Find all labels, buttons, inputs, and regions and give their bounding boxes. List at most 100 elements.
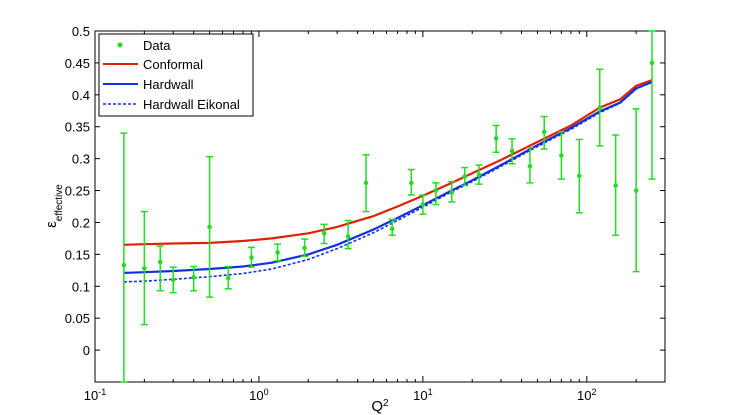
series-layer xyxy=(123,79,653,283)
x-axis-label-sup: 2 xyxy=(383,398,389,409)
data-marker xyxy=(121,262,127,268)
legend-box xyxy=(98,33,254,117)
data-marker xyxy=(527,163,533,169)
data-marker xyxy=(613,183,618,188)
x-tick-label: 102 xyxy=(577,387,596,403)
legend-marker-data xyxy=(117,42,123,48)
data-marker xyxy=(345,234,351,239)
y-tick-label: 0.45 xyxy=(65,56,90,71)
data-point xyxy=(156,245,164,292)
data-point xyxy=(419,194,427,215)
x-tick-label: 10-1 xyxy=(84,387,106,403)
x-tick-label-base: 10 xyxy=(577,388,591,403)
x-tick-label-exp: 2 xyxy=(592,387,597,397)
series-line-hardwall-eikonal xyxy=(123,80,653,283)
legend-entry-data: Data xyxy=(117,38,171,53)
data-marker xyxy=(408,180,414,186)
data-marker xyxy=(633,188,639,193)
legend-entry-conformal: Conformal xyxy=(103,57,203,72)
data-point xyxy=(190,265,198,292)
data-point xyxy=(596,68,604,147)
y-axis: 0 0.05 0.1 0.15 0.2 0.25 0.3 0.35 0.4 0.45 0.5 xyxy=(65,24,665,358)
data-point xyxy=(206,155,214,298)
data-marker xyxy=(449,190,455,195)
data-marker xyxy=(559,153,564,158)
x-tick-label-exp: 1 xyxy=(428,387,433,397)
data-point xyxy=(475,164,483,185)
x-tick-label-base: 10 xyxy=(413,388,427,403)
data-marker xyxy=(576,173,582,179)
data-point xyxy=(407,168,415,196)
data-point xyxy=(344,219,352,250)
series-line-hardwall xyxy=(123,81,653,274)
data-marker xyxy=(249,255,254,260)
data-marker xyxy=(363,180,369,186)
data-point xyxy=(274,243,282,262)
data-point xyxy=(526,147,534,184)
data-point xyxy=(557,131,565,180)
data-marker xyxy=(433,188,439,193)
legend-entry-hardwall: Hardwall xyxy=(103,77,194,92)
data-point xyxy=(362,154,370,213)
x-tick-label-exp: 0 xyxy=(264,387,269,397)
y-axis-label: εeffective xyxy=(43,184,65,228)
data-point xyxy=(492,124,500,154)
data-point xyxy=(432,182,440,206)
y-tick-label: 0.2 xyxy=(72,215,90,230)
data-marker xyxy=(275,250,280,255)
data-point xyxy=(247,246,255,268)
x-axis-label-main: Q xyxy=(371,398,383,415)
x-axis: 10-1 100 101 102 xyxy=(84,31,666,403)
y-tick-label: 0.05 xyxy=(65,311,90,326)
legend-entry-hardwall-eikonal: Hardwall Eikonal xyxy=(103,97,240,112)
data-point xyxy=(448,180,456,203)
x-axis-label: Q2 xyxy=(371,398,389,415)
data-point xyxy=(169,266,177,294)
y-tick-label: 0.3 xyxy=(72,152,90,167)
y-tick-label: 0.35 xyxy=(65,120,90,135)
data-marker xyxy=(142,266,147,271)
data-marker xyxy=(649,60,655,66)
legend-label-data: Data xyxy=(143,38,171,53)
data-point xyxy=(648,30,656,180)
x-tick-label: 101 xyxy=(413,387,432,403)
data-marker xyxy=(420,202,426,207)
y-tick-label: 0.4 xyxy=(72,88,90,103)
legend-label-hardwall: Hardwall xyxy=(143,77,194,92)
data-point xyxy=(224,265,232,290)
data-point xyxy=(508,138,516,165)
data-point xyxy=(320,223,328,245)
y-axis-label-main: ε xyxy=(43,221,60,228)
data-series xyxy=(120,30,656,383)
x-tick-label-base: 10 xyxy=(249,388,263,403)
data-point xyxy=(388,218,396,236)
data-marker xyxy=(597,105,603,110)
x-tick-label-exp: -1 xyxy=(98,387,106,397)
data-point xyxy=(575,138,583,214)
data-marker xyxy=(225,275,231,281)
data-marker xyxy=(170,277,176,283)
y-tick-label: 0.15 xyxy=(65,247,90,262)
legend: Data Conformal Hardwall Hardwall Eikonal xyxy=(98,33,254,117)
data-marker xyxy=(321,231,327,236)
data-marker xyxy=(302,245,307,251)
data-point xyxy=(612,134,620,236)
data-point xyxy=(140,210,148,326)
series-line-conformal xyxy=(123,79,653,246)
y-tick-label: 0 xyxy=(83,343,90,358)
y-tick-label: 0.5 xyxy=(72,24,90,39)
data-marker xyxy=(476,172,482,177)
y-tick-label: 0.25 xyxy=(65,184,90,199)
data-point xyxy=(540,115,548,150)
data-marker xyxy=(207,224,212,230)
data-point xyxy=(120,132,128,383)
legend-label-hardwall-eikonal: Hardwall Eikonal xyxy=(143,97,240,112)
data-marker xyxy=(389,226,395,232)
legend-label-conformal: Conformal xyxy=(143,57,203,72)
data-marker xyxy=(509,148,515,154)
data-marker xyxy=(493,135,499,141)
data-marker xyxy=(191,275,196,280)
data-marker xyxy=(541,129,547,135)
